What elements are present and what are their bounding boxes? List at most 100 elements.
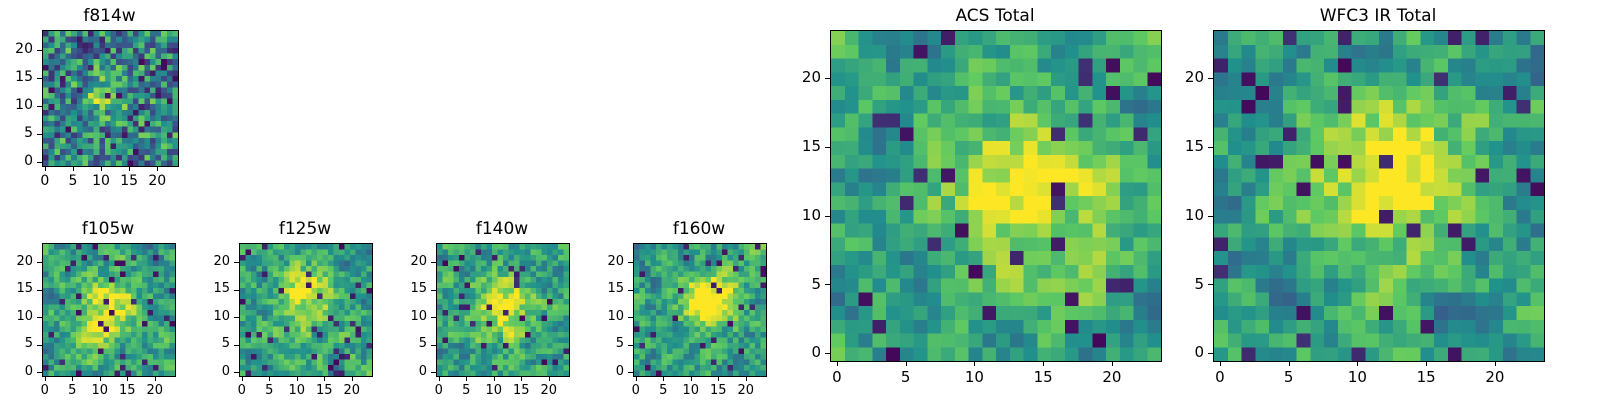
x-tick-mark [1043, 361, 1045, 366]
heatmap-plot-area [830, 30, 1162, 362]
heatmap-canvas [240, 244, 372, 376]
x-tick-label: 5 [659, 383, 668, 398]
x-tick-mark [1426, 361, 1428, 366]
x-tick-mark [351, 376, 353, 381]
heatmap-panel: WFC3 IR Total 0 5 10 15 20 0 5 10 15 20 [1183, 6, 1557, 388]
y-tick-mark [825, 146, 830, 148]
heatmap-panel: ACS Total 0 5 10 15 20 0 5 10 15 20 [800, 6, 1174, 388]
y-tick-label: 20 [16, 253, 33, 269]
y-tick-label: 0 [418, 363, 427, 379]
x-tick-label: 5 [900, 368, 911, 386]
y-tick-mark [234, 317, 239, 319]
y-tick-label: 15 [410, 281, 427, 297]
x-tick-mark [1357, 361, 1359, 366]
heatmap-plot-area [42, 243, 176, 377]
x-tick-mark [127, 376, 129, 381]
y-tick-label: 20 [213, 253, 230, 269]
y-tick-label: 5 [24, 124, 33, 141]
y-tick-label: 10 [213, 308, 230, 324]
x-tick-mark [72, 166, 74, 171]
x-tick-label: 10 [682, 383, 700, 398]
x-tick-mark [718, 376, 720, 381]
x-tick-mark [1494, 361, 1496, 366]
heatmap-canvas [1214, 31, 1544, 361]
y-tick-label: 0 [24, 363, 33, 379]
x-tick-mark [269, 376, 271, 381]
x-tick-label: 15 [512, 383, 530, 398]
y-tick-label: 15 [1184, 137, 1204, 156]
y-tick-label: 10 [1184, 205, 1204, 224]
x-tick-mark [241, 376, 243, 381]
y-tick-label: 5 [418, 336, 427, 352]
y-tick-label: 5 [615, 336, 624, 352]
y-tick-mark [628, 317, 633, 319]
y-tick-label: 20 [607, 253, 624, 269]
x-tick-label: 5 [462, 383, 471, 398]
y-tick-mark [628, 344, 633, 346]
x-tick-mark [905, 361, 907, 366]
y-tick-mark [234, 262, 239, 264]
y-tick-label: 0 [615, 363, 624, 379]
y-tick-mark [37, 289, 42, 291]
y-tick-mark [628, 262, 633, 264]
x-tick-label: 10 [288, 383, 306, 398]
panel-title: f125w [278, 219, 332, 239]
y-tick-label: 5 [24, 336, 33, 352]
x-tick-label: 15 [709, 383, 727, 398]
y-tick-label: 5 [221, 336, 230, 352]
y-tick-mark [37, 77, 42, 79]
x-tick-label: 10 [485, 383, 503, 398]
y-tick-label: 20 [410, 253, 427, 269]
y-tick-mark [37, 262, 42, 264]
y-tick-label: 0 [1194, 343, 1204, 362]
y-tick-mark [825, 353, 830, 355]
x-tick-mark [296, 376, 298, 381]
heatmap-panel: f814w 0 5 10 15 20 0 5 10 15 20 [12, 6, 191, 193]
y-tick-mark [37, 344, 42, 346]
y-tick-mark [431, 344, 436, 346]
heatmap-plot-area [436, 243, 570, 377]
y-tick-mark [825, 284, 830, 286]
x-tick-mark [466, 376, 468, 381]
y-tick-mark [431, 372, 436, 374]
y-tick-mark [234, 372, 239, 374]
y-tick-mark [234, 344, 239, 346]
x-tick-mark [438, 376, 440, 381]
y-tick-label: 15 [213, 281, 230, 297]
x-tick-mark [521, 376, 523, 381]
y-tick-mark [825, 215, 830, 217]
y-tick-mark [1208, 78, 1213, 80]
x-tick-mark [99, 376, 101, 381]
y-tick-mark [37, 105, 42, 107]
x-tick-label: 10 [1347, 368, 1367, 386]
y-tick-mark [37, 162, 42, 164]
x-tick-label: 5 [68, 173, 78, 189]
y-tick-mark [37, 372, 42, 374]
x-tick-label: 0 [1215, 368, 1225, 386]
x-tick-mark [157, 166, 159, 171]
panel-title: WFC3 IR Total [1319, 6, 1437, 26]
x-tick-label: 5 [265, 383, 274, 398]
x-tick-label: 20 [1102, 368, 1122, 386]
x-tick-label: 20 [148, 173, 167, 189]
x-tick-mark [836, 361, 838, 366]
x-tick-label: 20 [343, 383, 361, 398]
y-tick-mark [37, 317, 42, 319]
heatmap-panel: f125w 0 5 10 15 20 0 5 10 15 20 [209, 219, 385, 400]
y-tick-label: 10 [15, 96, 33, 113]
y-tick-mark [1208, 353, 1213, 355]
heatmap-plot-area [239, 243, 373, 377]
y-tick-label: 0 [221, 363, 230, 379]
y-tick-mark [431, 317, 436, 319]
x-tick-label: 15 [315, 383, 333, 398]
y-tick-label: 15 [801, 137, 821, 156]
x-tick-mark [974, 361, 976, 366]
y-tick-mark [37, 49, 42, 51]
y-tick-mark [825, 78, 830, 80]
x-tick-label: 15 [120, 173, 139, 189]
heatmap-canvas [437, 244, 569, 376]
x-tick-mark [129, 166, 131, 171]
y-tick-mark [37, 134, 42, 136]
y-tick-mark [628, 289, 633, 291]
